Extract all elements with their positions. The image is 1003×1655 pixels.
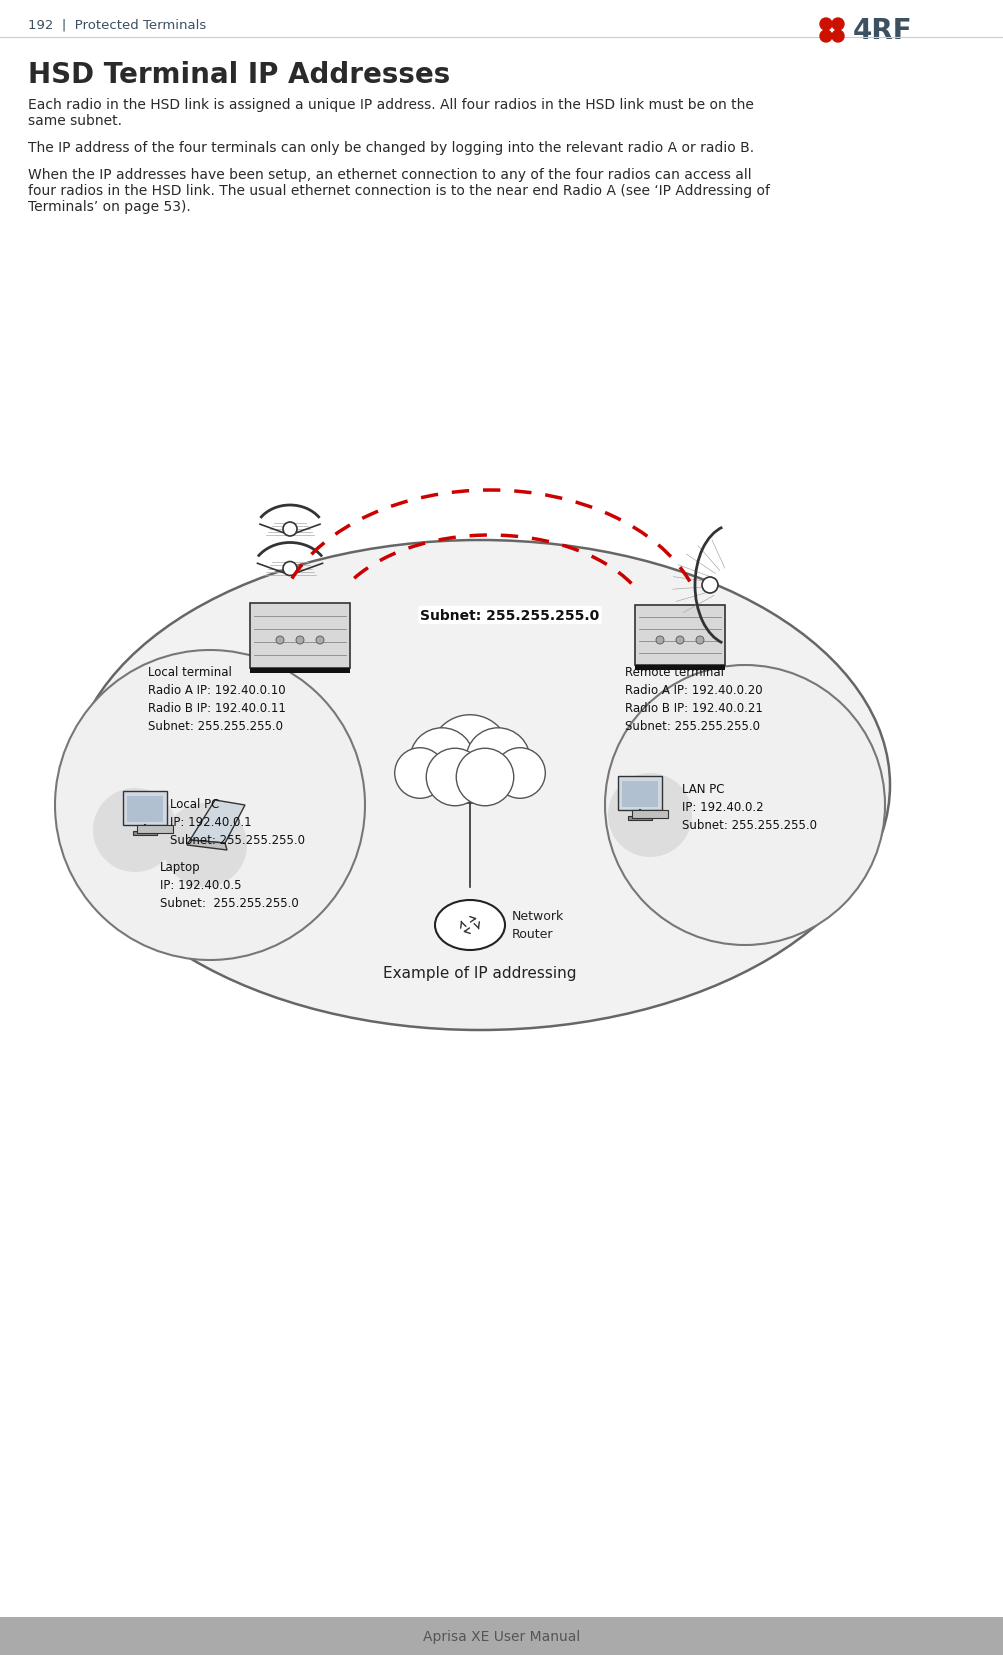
Text: Each radio in the HSD link is assigned a unique IP address. All four radios in t: Each radio in the HSD link is assigned a… bbox=[28, 98, 753, 113]
Circle shape bbox=[831, 18, 844, 31]
Circle shape bbox=[283, 563, 297, 576]
Text: 4RF: 4RF bbox=[853, 17, 912, 45]
Circle shape bbox=[429, 715, 510, 796]
Ellipse shape bbox=[434, 900, 505, 950]
Bar bbox=[0, 1617, 1003, 1655]
Text: Subnet: 255.255.255.0: Subnet: 255.255.255.0 bbox=[420, 609, 599, 622]
Circle shape bbox=[494, 748, 545, 799]
Circle shape bbox=[701, 578, 717, 594]
Circle shape bbox=[55, 650, 365, 960]
FancyBboxPatch shape bbox=[627, 816, 651, 821]
Text: Remote terminal
Radio A IP: 192.40.0.20
Radio B IP: 192.40.0.21
Subnet: 255.255.: Remote terminal Radio A IP: 192.40.0.20 … bbox=[625, 665, 762, 733]
Text: LAN PC
IP: 192.40.0.2
Subnet: 255.255.255.0: LAN PC IP: 192.40.0.2 Subnet: 255.255.25… bbox=[681, 783, 816, 831]
Circle shape bbox=[93, 788, 177, 872]
FancyBboxPatch shape bbox=[132, 831, 156, 836]
Circle shape bbox=[276, 637, 284, 644]
Circle shape bbox=[455, 748, 514, 806]
Circle shape bbox=[819, 31, 831, 43]
Circle shape bbox=[283, 523, 297, 536]
FancyBboxPatch shape bbox=[126, 796, 162, 823]
Circle shape bbox=[316, 637, 324, 644]
Circle shape bbox=[695, 637, 703, 644]
Circle shape bbox=[831, 31, 844, 43]
Text: Local PC
IP: 192.40.0.1
Subnet: 255.255.255.0: Local PC IP: 192.40.0.1 Subnet: 255.255.… bbox=[170, 798, 305, 846]
Circle shape bbox=[296, 637, 304, 644]
FancyBboxPatch shape bbox=[136, 826, 173, 834]
Polygon shape bbox=[187, 841, 227, 851]
FancyBboxPatch shape bbox=[622, 781, 657, 808]
FancyBboxPatch shape bbox=[123, 791, 166, 826]
Circle shape bbox=[409, 728, 473, 793]
Circle shape bbox=[675, 637, 683, 644]
FancyBboxPatch shape bbox=[631, 811, 667, 819]
Circle shape bbox=[655, 637, 663, 644]
Text: When the IP addresses have been setup, an ethernet connection to any of the four: When the IP addresses have been setup, a… bbox=[28, 167, 751, 182]
Text: Example of IP addressing: Example of IP addressing bbox=[383, 965, 576, 980]
Text: same subnet.: same subnet. bbox=[28, 114, 122, 127]
Ellipse shape bbox=[437, 925, 502, 942]
Circle shape bbox=[465, 728, 530, 793]
FancyBboxPatch shape bbox=[634, 606, 724, 665]
Text: Terminals’ on page 53).: Terminals’ on page 53). bbox=[28, 200, 191, 213]
Ellipse shape bbox=[70, 541, 889, 1031]
Text: Aprisa XE User Manual: Aprisa XE User Manual bbox=[423, 1629, 580, 1643]
Text: The IP address of the four terminals can only be changed by logging into the rel: The IP address of the four terminals can… bbox=[28, 141, 753, 156]
FancyBboxPatch shape bbox=[634, 665, 724, 670]
Circle shape bbox=[426, 748, 483, 806]
Circle shape bbox=[608, 773, 691, 857]
Text: Network
Router: Network Router bbox=[512, 910, 564, 942]
Circle shape bbox=[819, 18, 831, 31]
FancyBboxPatch shape bbox=[250, 669, 350, 674]
Circle shape bbox=[162, 804, 247, 887]
Text: four radios in the HSD link. The usual ethernet connection is to the near end Ra: four radios in the HSD link. The usual e… bbox=[28, 184, 769, 199]
Polygon shape bbox=[190, 801, 245, 844]
Text: Local terminal
Radio A IP: 192.40.0.10
Radio B IP: 192.40.0.11
Subnet: 255.255.2: Local terminal Radio A IP: 192.40.0.10 R… bbox=[147, 665, 286, 733]
Circle shape bbox=[605, 665, 884, 945]
FancyBboxPatch shape bbox=[618, 776, 661, 811]
Text: HSD Terminal IP Addresses: HSD Terminal IP Addresses bbox=[28, 61, 449, 89]
Text: 192  |  Protected Terminals: 192 | Protected Terminals bbox=[28, 18, 206, 31]
Circle shape bbox=[394, 748, 445, 799]
FancyBboxPatch shape bbox=[250, 602, 350, 669]
Text: Laptop
IP: 192.40.0.5
Subnet:  255.255.255.0: Laptop IP: 192.40.0.5 Subnet: 255.255.25… bbox=[159, 861, 299, 910]
